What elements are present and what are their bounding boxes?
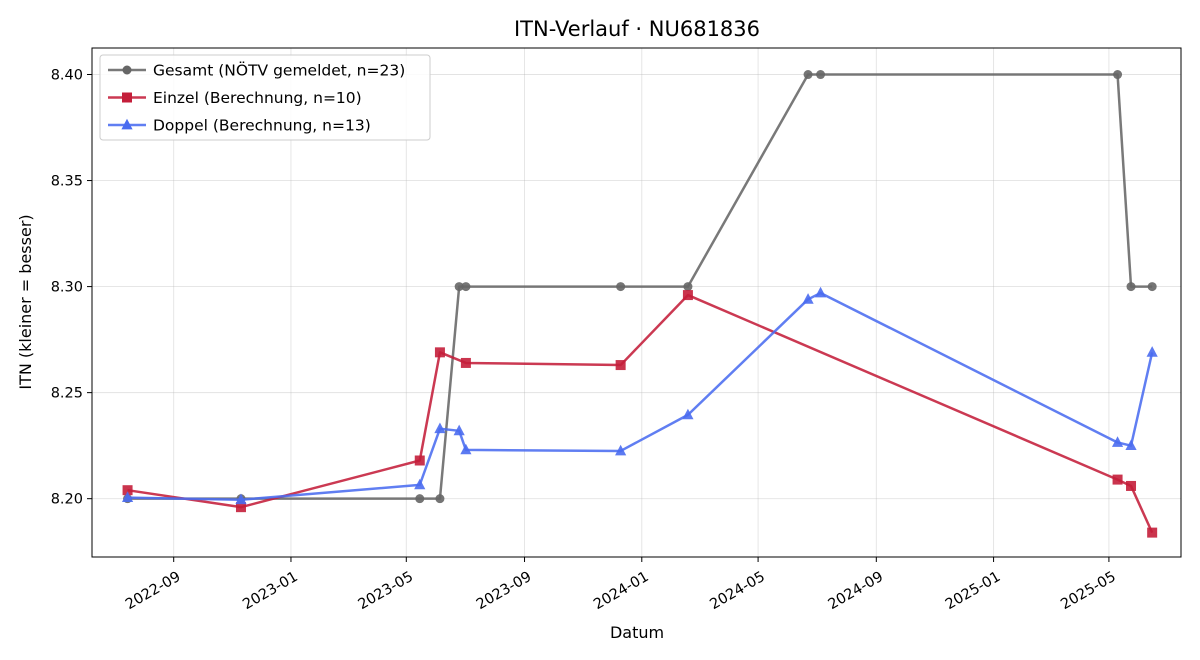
data-point (816, 70, 826, 80)
y-axis: 8.20 8.25 8.30 8.35 8.40 (51, 68, 92, 508)
data-point (1113, 70, 1123, 80)
data-point (802, 293, 814, 304)
y-tick-label: 8.20 (51, 492, 83, 508)
x-tick-label: 2024-01 (591, 569, 651, 613)
data-point (1111, 436, 1124, 447)
data-point (615, 360, 626, 371)
data-point (814, 286, 827, 298)
data-point (1126, 480, 1137, 491)
data-point (453, 424, 465, 436)
data-point (1147, 282, 1157, 292)
series-1 (122, 290, 1158, 538)
data-point (1112, 474, 1123, 485)
x-tick-label: 2023-09 (474, 569, 534, 613)
data-point (1147, 527, 1158, 538)
y-tick-label: 8.40 (51, 68, 83, 84)
y-axis-label: ITN (kleiner = besser) (16, 214, 35, 389)
series-layer (121, 70, 1158, 538)
data-point (415, 494, 425, 504)
chart-title: ITN-Verlauf · NU681836 (514, 17, 760, 41)
data-point (235, 502, 246, 513)
legend-label: Gesamt (NÖTV gemeldet, n=23) (153, 61, 405, 80)
data-point (803, 70, 813, 80)
x-axis-label: Datum (610, 623, 664, 642)
data-point (235, 493, 247, 505)
legend-marker (121, 118, 133, 130)
legend: Gesamt (NÖTV gemeldet, n=23) Einzel (Bere… (99, 54, 431, 141)
x-axis: 2022-09 2023-01 2023-05 2023-09 2024-01 2024-… (123, 557, 1119, 613)
data-point (682, 408, 694, 420)
x-tick-label: 2022-09 (123, 569, 183, 613)
x-tick-label: 2024-09 (826, 569, 886, 613)
series-line (127, 291, 1154, 501)
legend-item: Doppel (Berechnung, n=13) (108, 117, 371, 135)
data-point (434, 422, 446, 434)
legend-item: Einzel (Berechnung, n=10) (108, 89, 362, 107)
data-point (1125, 439, 1137, 451)
data-point (683, 282, 693, 292)
data-point (616, 282, 626, 292)
x-tick-label: 2025-01 (943, 569, 1003, 613)
legend-marker (122, 92, 132, 103)
data-point (414, 455, 425, 466)
series-0 (123, 70, 1157, 504)
y-tick-label: 8.25 (51, 386, 83, 402)
data-point (121, 491, 134, 503)
data-point (435, 494, 445, 504)
series-2 (121, 286, 1158, 505)
data-point (414, 478, 426, 490)
data-point (615, 444, 627, 456)
x-tick-label: 2023-05 (356, 569, 416, 613)
legend-box (99, 54, 431, 141)
data-point (1126, 282, 1136, 292)
legend-item: Gesamt (NÖTV gemeldet, n=23) (108, 61, 405, 80)
data-point (454, 282, 464, 292)
x-tick-label: 2024-05 (707, 569, 767, 613)
plot-area-frame (91, 47, 1182, 558)
data-point (460, 357, 471, 368)
data-point (461, 282, 471, 292)
legend-label: Doppel (Berechnung, n=13) (153, 117, 371, 135)
data-point (460, 443, 472, 455)
x-tick-label: 2023-01 (240, 569, 300, 613)
legend-label: Einzel (Berechnung, n=10) (153, 89, 362, 107)
y-tick-label: 8.35 (51, 174, 83, 190)
data-point (122, 485, 133, 496)
data-point (1146, 346, 1158, 357)
series-line (127, 293, 1154, 534)
data-point (434, 347, 445, 358)
legend-marker (122, 65, 132, 75)
y-tick-label: 8.30 (51, 280, 83, 296)
data-point (682, 290, 693, 301)
x-tick-label: 2025-05 (1058, 569, 1118, 613)
